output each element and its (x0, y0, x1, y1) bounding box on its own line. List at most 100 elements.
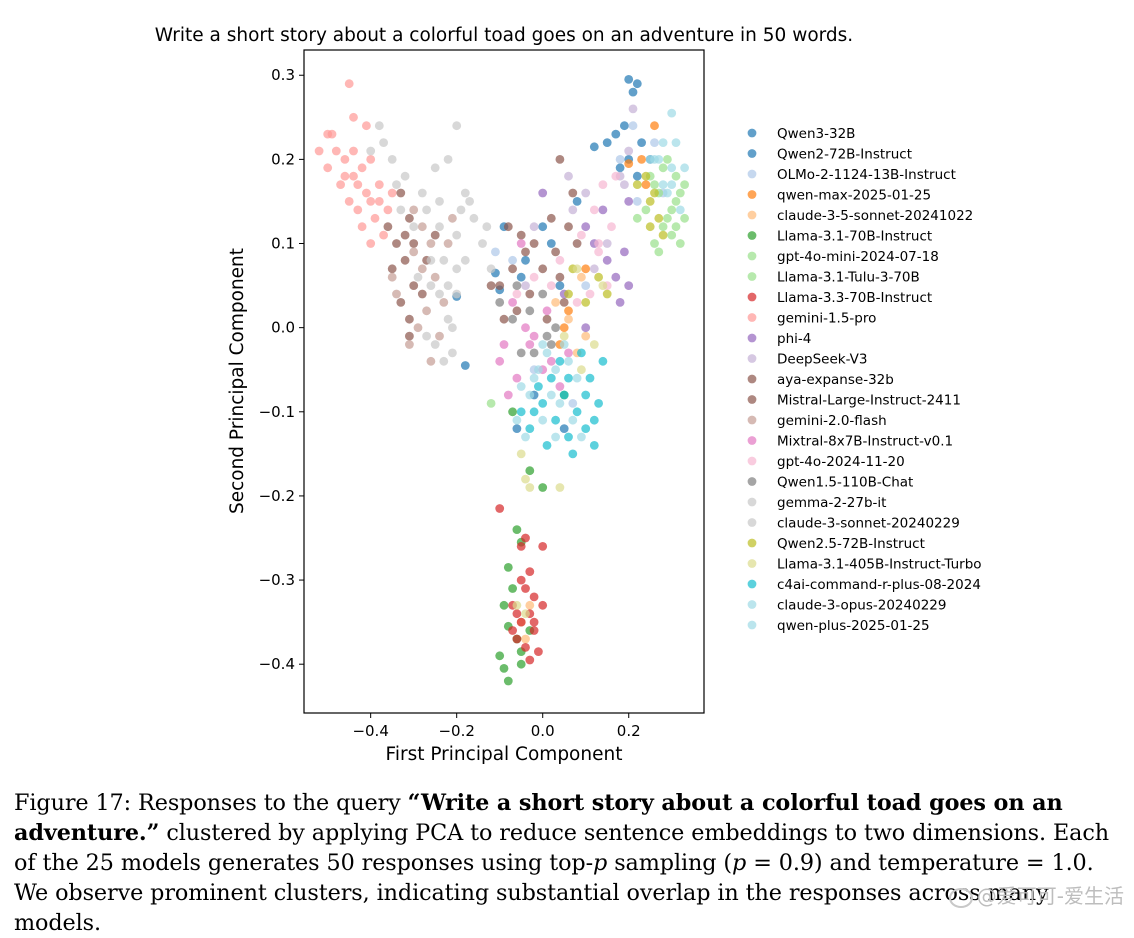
legend-marker (747, 374, 757, 384)
data-point (327, 129, 337, 139)
data-point (568, 399, 578, 408)
data-point (374, 121, 384, 131)
data-point (602, 239, 612, 248)
legend-item-gemini-2-0-flash: gemini-2.0-flash (747, 413, 887, 429)
data-point (521, 584, 530, 593)
data-point (430, 163, 440, 173)
data-point (598, 356, 608, 366)
data-point (387, 188, 397, 198)
data-point (521, 432, 530, 442)
data-point (658, 180, 668, 190)
data-point (460, 361, 470, 370)
data-point (546, 390, 556, 400)
data-point (663, 188, 672, 198)
data-point (624, 197, 634, 206)
data-point (314, 146, 324, 156)
legend-marker (747, 497, 757, 507)
series-gpt-4o-mini-2024-07-18 (632, 155, 689, 248)
series-gemma-2-27b-it (417, 121, 496, 358)
data-point (546, 373, 556, 383)
data-point (555, 399, 565, 408)
x-tick-label: −0.2 (438, 722, 474, 740)
data-point (529, 331, 539, 341)
y-tick-label: −0.4 (259, 655, 295, 673)
caption-text-2: sampling ( (607, 850, 733, 876)
data-point (417, 222, 427, 232)
data-point (680, 180, 689, 190)
data-point (564, 289, 573, 299)
data-point (491, 247, 500, 257)
data-point (658, 230, 668, 240)
data-point (499, 600, 509, 610)
data-point (572, 197, 582, 206)
legend-marker (747, 477, 757, 486)
data-point (611, 129, 621, 139)
data-point (503, 676, 513, 686)
data-point (512, 289, 522, 299)
data-point (577, 230, 586, 240)
legend-marker (747, 149, 757, 158)
data-point (564, 222, 573, 232)
legend-item-llama-3-1-70b-instruct: Llama-3.1-70B-Instruct (747, 229, 932, 245)
data-point (559, 390, 569, 400)
data-point (564, 314, 573, 324)
data-point (551, 323, 560, 333)
legend-item-qwen2-5-72b-instruct: Qwen2.5-72B-Instruct (747, 536, 925, 552)
data-point (671, 171, 681, 181)
x-axis-label: First Principal Component (386, 744, 623, 765)
data-point (400, 171, 410, 181)
data-point (516, 659, 526, 669)
data-point (645, 222, 655, 232)
data-point (589, 340, 599, 349)
data-point (405, 213, 414, 223)
data-point (602, 138, 612, 148)
legend-label: qwen-max-2025-01-25 (777, 188, 931, 204)
caption-p-symbol: p (593, 850, 608, 876)
legend-item-deepseek-v3: DeepSeek-V3 (747, 352, 867, 368)
data-point (577, 432, 586, 442)
data-point (529, 626, 539, 635)
legend-label: Mistral-Large-Instruct-2411 (777, 393, 961, 409)
data-point (426, 239, 436, 248)
data-point (392, 180, 401, 190)
data-point (362, 188, 371, 198)
legend-item-qwen2-72b-instruct: Qwen2-72B-Instruct (747, 147, 912, 163)
data-point (572, 264, 582, 274)
series-llama-3-1-405b-instruct-turbo (512, 264, 608, 619)
data-point (555, 155, 565, 164)
data-point (534, 365, 543, 375)
data-point (516, 382, 526, 391)
data-point (658, 163, 668, 173)
data-point (516, 239, 526, 248)
legend-marker (747, 313, 757, 322)
legend-item-olmo-2-1124-13b-instruct: OLMo-2-1124-13B-Instruct (747, 167, 956, 183)
data-point (452, 230, 462, 240)
points-layer (314, 75, 689, 686)
data-point (538, 483, 548, 492)
legend-marker (747, 169, 757, 179)
data-point (529, 222, 539, 232)
legend-label: Qwen1.5-110B-Chat (777, 475, 913, 491)
data-point (374, 197, 384, 206)
data-point (443, 281, 453, 290)
data-point (323, 163, 333, 173)
data-point (602, 289, 612, 299)
legend-label: phi-4 (777, 331, 811, 347)
data-point (340, 171, 350, 181)
data-point (512, 415, 522, 425)
legend-marker (747, 579, 757, 589)
data-point (551, 247, 560, 257)
data-point (349, 171, 358, 181)
data-point (443, 314, 453, 324)
data-point (516, 449, 526, 459)
data-point (581, 188, 591, 198)
data-point (525, 466, 535, 476)
legend-marker (747, 251, 757, 261)
data-point (512, 424, 522, 433)
data-point (357, 163, 367, 173)
data-point (503, 390, 513, 400)
data-point (650, 188, 659, 198)
data-point (400, 230, 410, 240)
data-point (534, 647, 543, 656)
data-point (551, 432, 560, 442)
